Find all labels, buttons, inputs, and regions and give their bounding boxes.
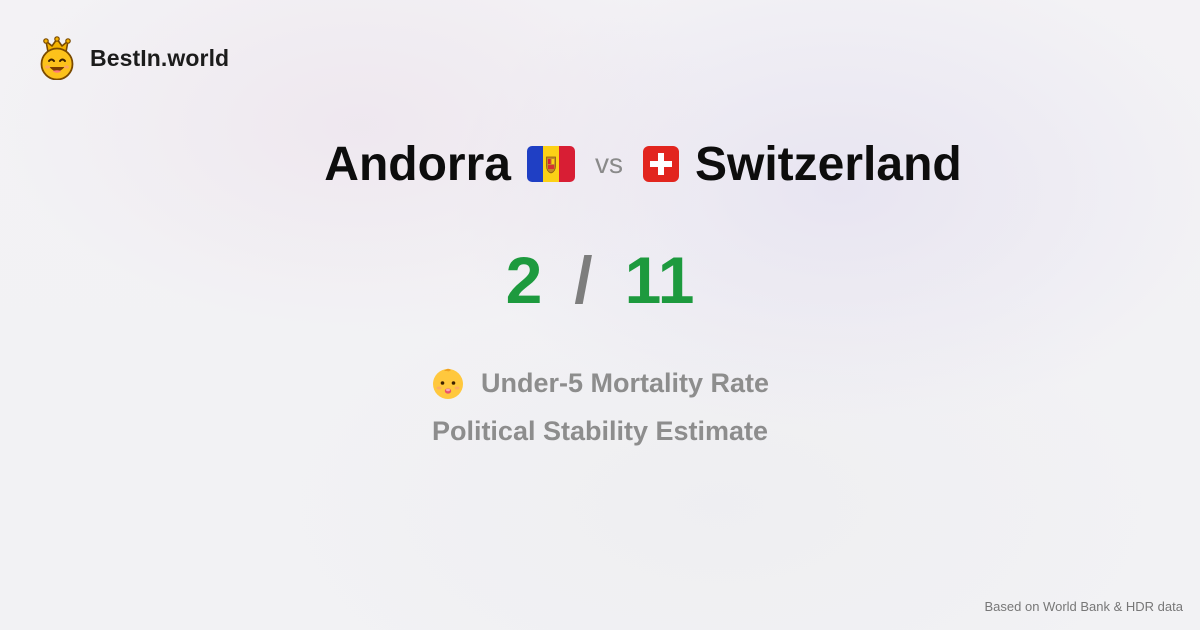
country-b-name: Switzerland [694, 137, 962, 191]
metric-primary: Under-5 Mortality Rate [0, 362, 1200, 404]
score-country-a: 2 [505, 243, 543, 317]
score-country-b: 11 [624, 243, 695, 317]
score-separator: / [574, 243, 593, 317]
switzerland-flag-icon [642, 146, 679, 182]
crowned-smiley-icon [40, 36, 74, 80]
vs-separator: vs [594, 148, 623, 179]
andorra-flag-icon [526, 146, 575, 182]
country-a-name: Andorra [324, 137, 511, 191]
metric-secondary-label: Political Stability Estimate [431, 415, 769, 446]
brand[interactable]: BestIn.world [38, 36, 229, 80]
brand-name: BestIn.world [90, 44, 230, 71]
comparison-title: Andorra vs Switzerland [0, 132, 1200, 196]
metric-secondary: Political Stability Estimate [0, 410, 1200, 452]
metric-primary-label: Under-5 Mortality Rate [480, 367, 770, 398]
baby-face-icon [432, 368, 463, 399]
data-source-note: Based on World Bank & HDR data [984, 599, 1183, 614]
rank-scores: 2 / 11 [0, 240, 1200, 320]
